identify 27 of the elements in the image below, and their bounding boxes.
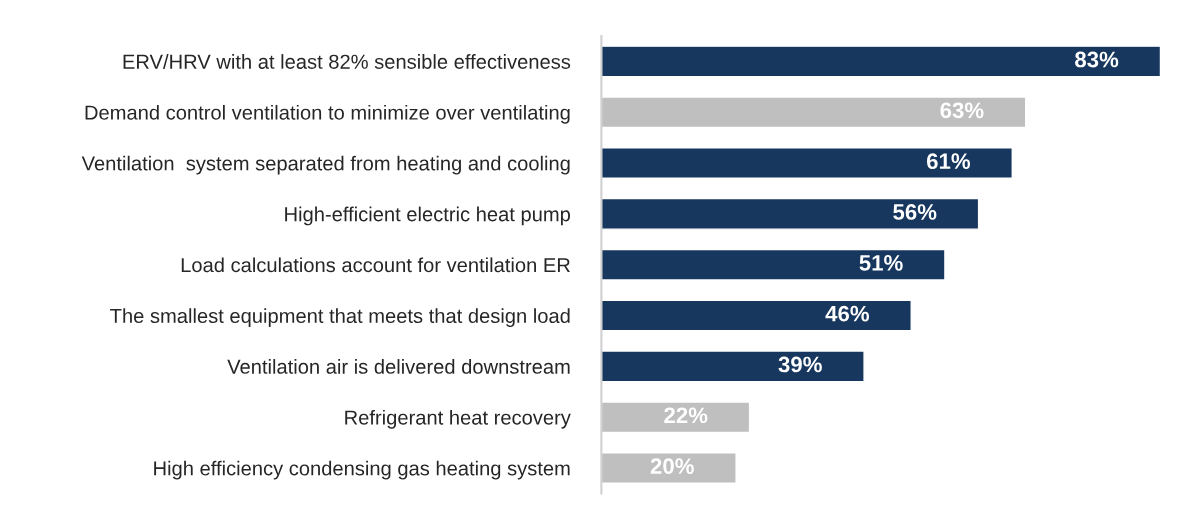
data-label: 20% [650,458,694,474]
bar [601,248,946,281]
y-tick-label: Demand control ventilation to minimize over ventilating [85,104,570,124]
y-tick-label: The smallest equipment that meets that design load [110,308,570,328]
y-tick-label: Refrigerant heat recovery [345,409,571,429]
bar [601,401,751,434]
bar [601,299,912,332]
data-label: 83% [1075,51,1119,68]
bar [601,452,737,484]
bar [601,350,865,383]
y-tick-label: High efficiency condensing gas heating system [154,460,570,480]
bar [601,197,980,230]
y-tick-label: High-efficient electric heat pump [285,206,571,226]
y-tick-label: ERV/HRV with at least 82% sensible effectiveness [123,54,571,69]
y-tick-label: Ventilation air is delivered downstream [227,359,570,374]
bar [601,96,1027,129]
data-label: 46% [825,305,870,322]
data-label: 63% [940,102,984,119]
data-label: 61% [926,153,971,170]
y-tick-label: Ventilation system separated from heating and cooling [81,155,570,175]
data-label: 39% [778,356,822,373]
bar [601,147,1013,179]
y-tick-label: Load calculations account for ventilation ER [181,257,570,273]
data-label: 56% [893,204,937,220]
bar [601,45,1162,78]
data-label: 51% [859,254,903,271]
data-label: 22% [664,407,708,424]
